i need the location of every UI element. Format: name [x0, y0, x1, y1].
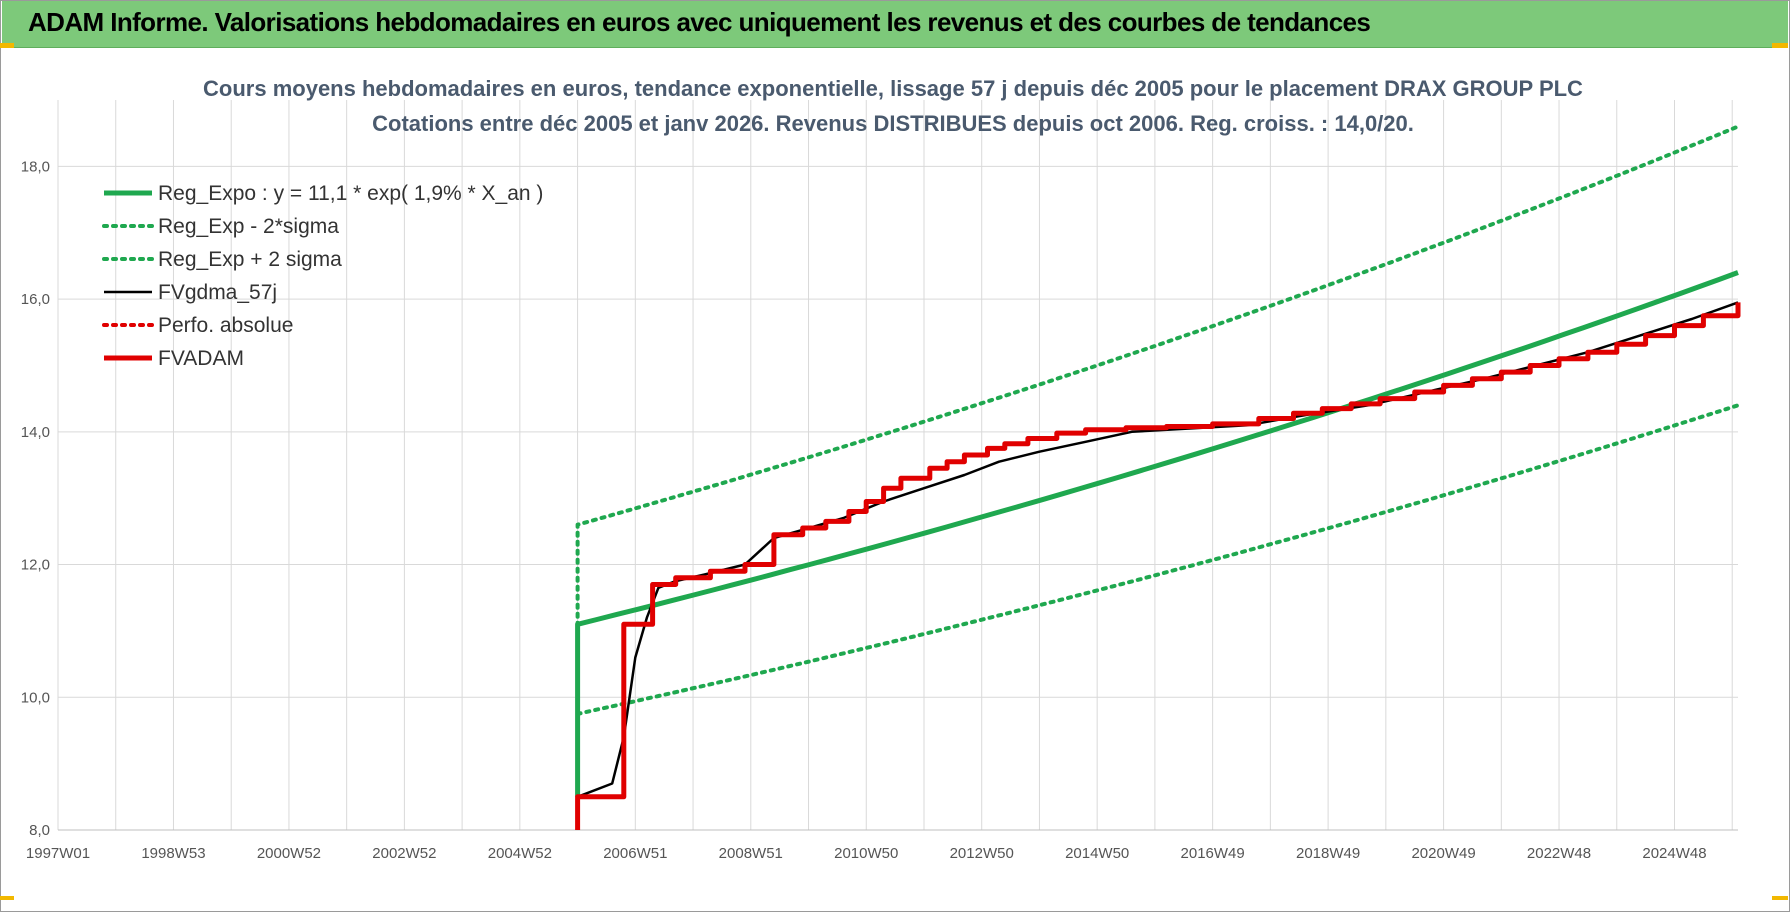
x-tick-label: 2018W49	[1296, 845, 1360, 862]
series-line-1	[575, 403, 1740, 716]
x-tick-label: 1997W01	[26, 845, 90, 862]
legend-label: Reg_Exp - 2*sigma	[158, 215, 339, 238]
legend-label: Reg_Exp + 2 sigma	[158, 248, 342, 271]
x-tick-label: 2000W52	[257, 845, 321, 862]
y-tick-label: 18,0	[21, 158, 50, 175]
x-tick-label: 2002W52	[372, 845, 436, 862]
report-title: ADAM Informe. Valorisations hebdomadaire…	[28, 7, 1371, 37]
x-tick-label: 2022W48	[1527, 845, 1591, 862]
x-tick-label: 2006W51	[603, 845, 667, 862]
grid-layer	[57, 100, 1738, 831]
x-tick-label: 2024W48	[1642, 845, 1706, 862]
x-tick-label: 2008W51	[719, 845, 783, 862]
y-tick-label: 12,0	[21, 557, 50, 574]
x-tick-label: 2004W52	[488, 845, 552, 862]
series-line-0	[575, 270, 1739, 797]
tick-labels: 8,0 10,0 12,0 14,0 16,0 18,0 1997W01 1998W53 200…	[21, 158, 1707, 862]
legend-label: Reg_Expo : y = 11,1 * exp( 1,9% * X_an )	[158, 182, 543, 205]
x-tick-label: 2016W49	[1181, 845, 1245, 862]
chart-title-line-2: Cotations entre déc 2005 et janv 2026. R…	[372, 111, 1414, 136]
y-tick-label: 14,0	[21, 424, 50, 441]
y-tick-label: 8,0	[29, 822, 50, 839]
x-tick-label: 1998W53	[141, 845, 205, 862]
y-tick-label: 16,0	[21, 291, 50, 308]
chart-title-line-1: Cours moyens hebdomadaires en euros, ten…	[203, 76, 1583, 101]
series-line-3	[577, 301, 1739, 798]
legend: Reg_Expo : y = 11,1 * exp( 1,9% * X_an )…	[102, 182, 543, 370]
report-banner: ADAM Informe. Valorisations hebdomadaire…	[2, 1, 1788, 48]
x-tick-label: 2012W50	[950, 845, 1014, 862]
y-tick-label: 10,0	[21, 689, 50, 706]
series-line-5	[575, 302, 1741, 830]
corner-marker-top-right	[1772, 43, 1788, 48]
corner-marker-top-left	[0, 43, 14, 48]
legend-label: FVADAM	[158, 347, 244, 370]
x-tick-label: 2020W49	[1411, 845, 1475, 862]
series-layer	[575, 124, 1741, 830]
x-tick-label: 2014W50	[1065, 845, 1129, 862]
series-line-2	[575, 124, 1740, 799]
corner-marker-bottom-left	[0, 896, 14, 900]
legend-label: FVgdma_57j	[158, 281, 277, 304]
x-tick-label: 2010W50	[834, 845, 898, 862]
corner-marker-bottom-right	[1772, 896, 1788, 900]
legend-label: Perfo. absolue	[158, 314, 293, 337]
